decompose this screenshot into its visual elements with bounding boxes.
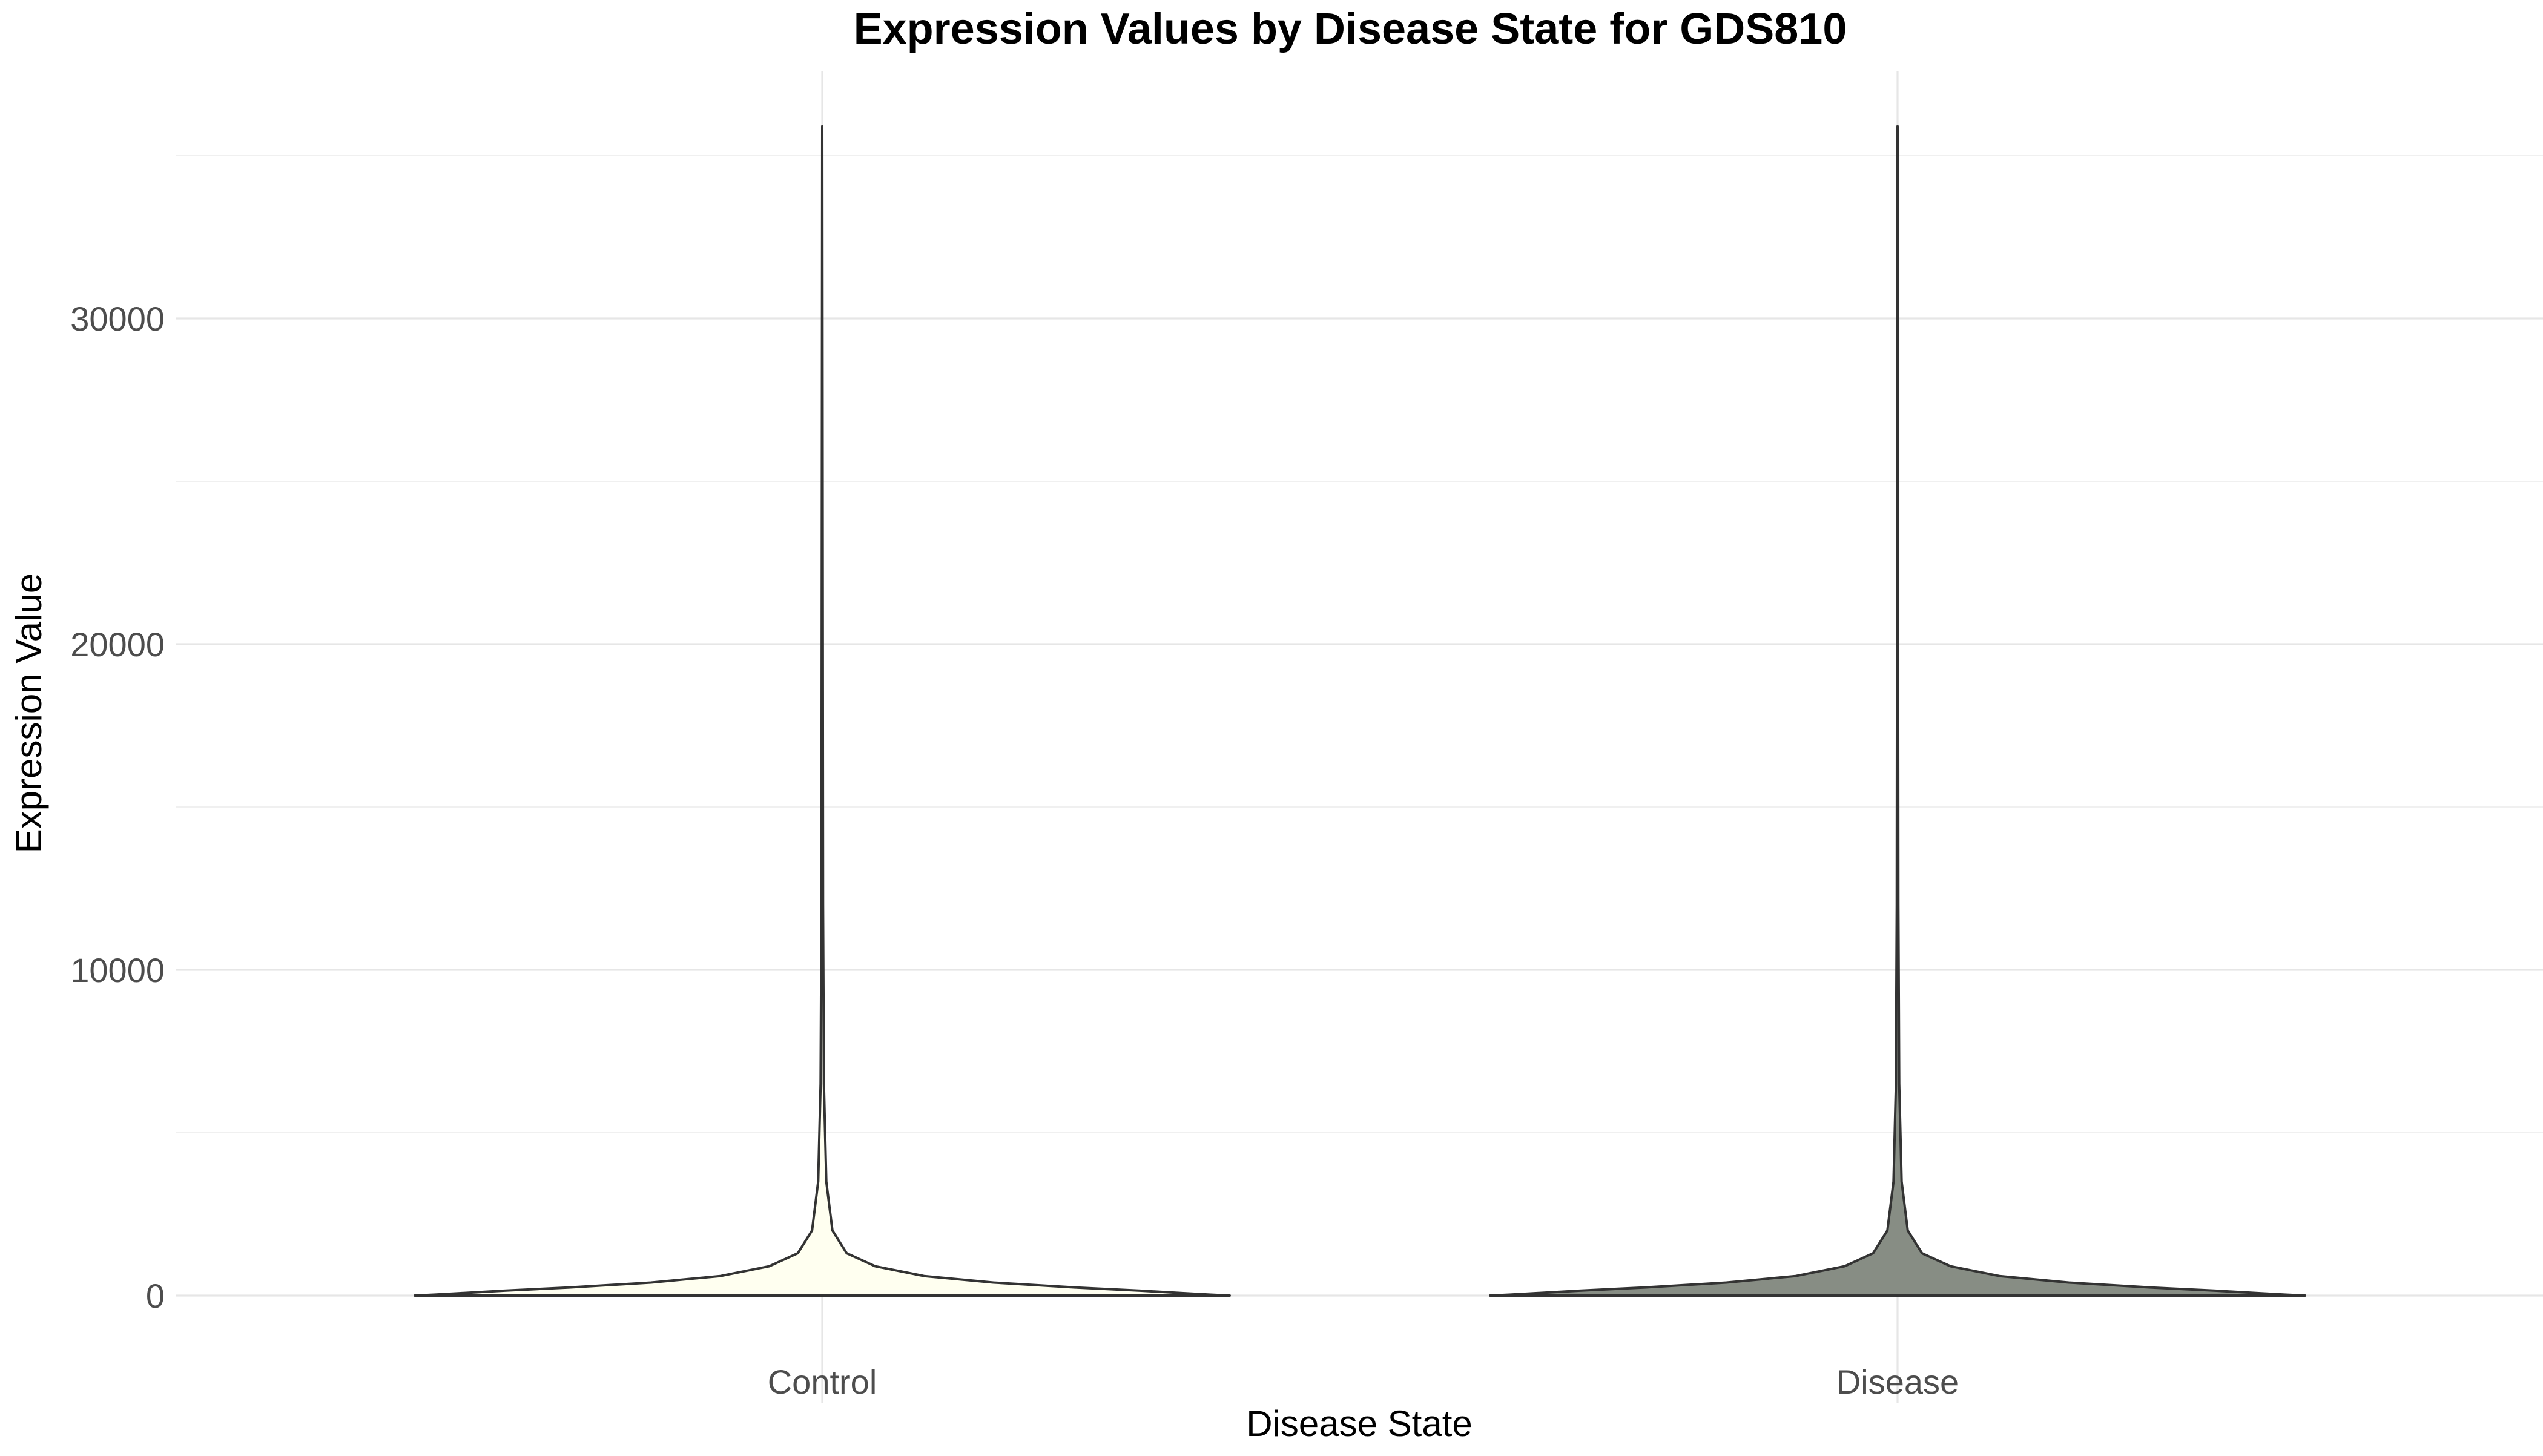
x-axis-title: Disease State	[1246, 1403, 1473, 1444]
y-axis-title: Expression Value	[8, 573, 49, 853]
y-tick-label: 10000	[70, 951, 165, 989]
violin-disease	[1489, 125, 2306, 1297]
violin-layer	[414, 125, 2306, 1297]
y-tick-label: 30000	[70, 300, 165, 338]
y-tick-label: 0	[146, 1277, 165, 1315]
tick-label-layer: 0 10000 20000 30000 Control Disease	[70, 300, 1959, 1401]
chart-title: Expression Values by Disease State for G…	[854, 5, 1847, 53]
violin-control	[414, 125, 1231, 1297]
x-tick-label: Control	[768, 1363, 877, 1401]
x-tick-label: Disease	[1836, 1363, 1959, 1401]
y-tick-label: 20000	[70, 625, 165, 664]
grid-layer	[176, 71, 2543, 1403]
